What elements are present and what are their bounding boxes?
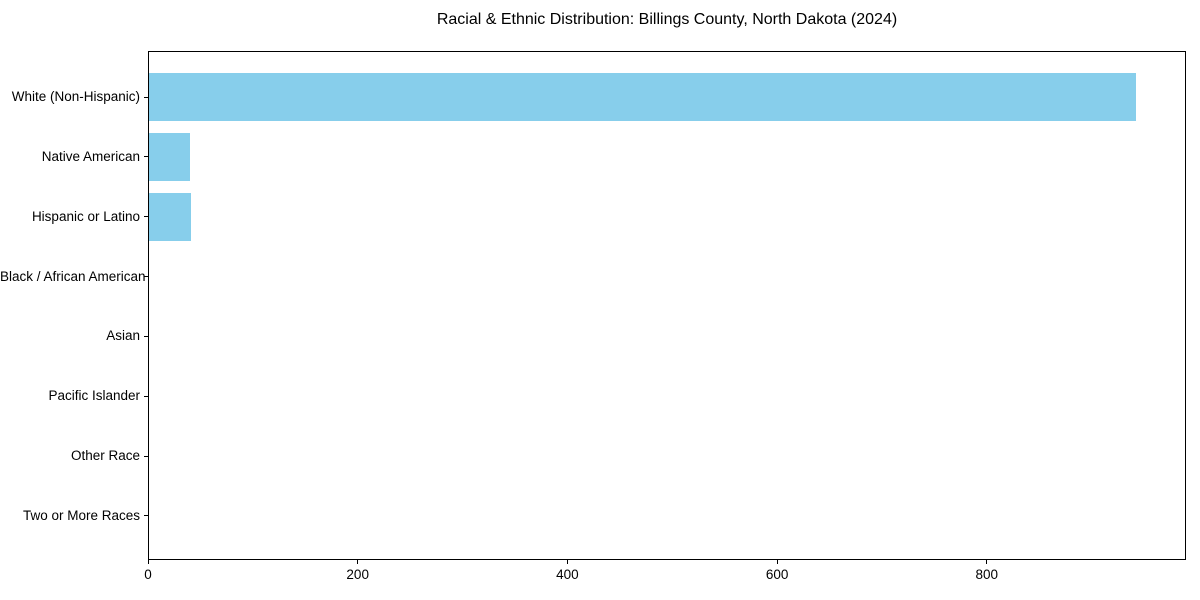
y-tick-label: Hispanic or Latino [31,208,140,224]
y-tick-mark [144,276,148,278]
y-tick-label: Black / African American [0,268,146,284]
y-tick-label: Asian [106,328,140,344]
y-tick-label: White (Non-Hispanic) [11,89,140,104]
bar [148,192,191,241]
x-tick-label: 200 [346,567,369,582]
y-tick-mark [144,156,148,158]
x-tick-mark [776,560,778,564]
x-tick-label: 800 [975,567,999,582]
chart-title: Racial & Ethnic Distribution: Billings C… [436,11,898,28]
y-tick-mark [144,216,148,218]
y-tick-label: Other Race [70,448,140,464]
x-tick-mark [147,560,149,564]
x-tick-label: 400 [556,567,579,582]
plot-area-border [148,51,1186,560]
y-tick-mark [144,395,148,397]
y-tick-label: Native American [41,148,140,164]
y-tick-label: Two or More Races [22,507,140,523]
y-tick-mark [144,515,148,517]
x-tick-label: 0 [144,567,152,582]
bar [148,132,190,181]
x-tick-mark [566,560,568,564]
y-tick-mark [144,335,148,337]
y-tick-mark [144,455,148,457]
x-tick-mark [986,560,988,564]
y-tick-label: Pacific Islander [48,388,140,404]
x-tick-label: 600 [765,567,789,582]
y-tick-mark [144,96,148,98]
x-tick-mark [357,560,359,564]
bar [148,73,1136,121]
